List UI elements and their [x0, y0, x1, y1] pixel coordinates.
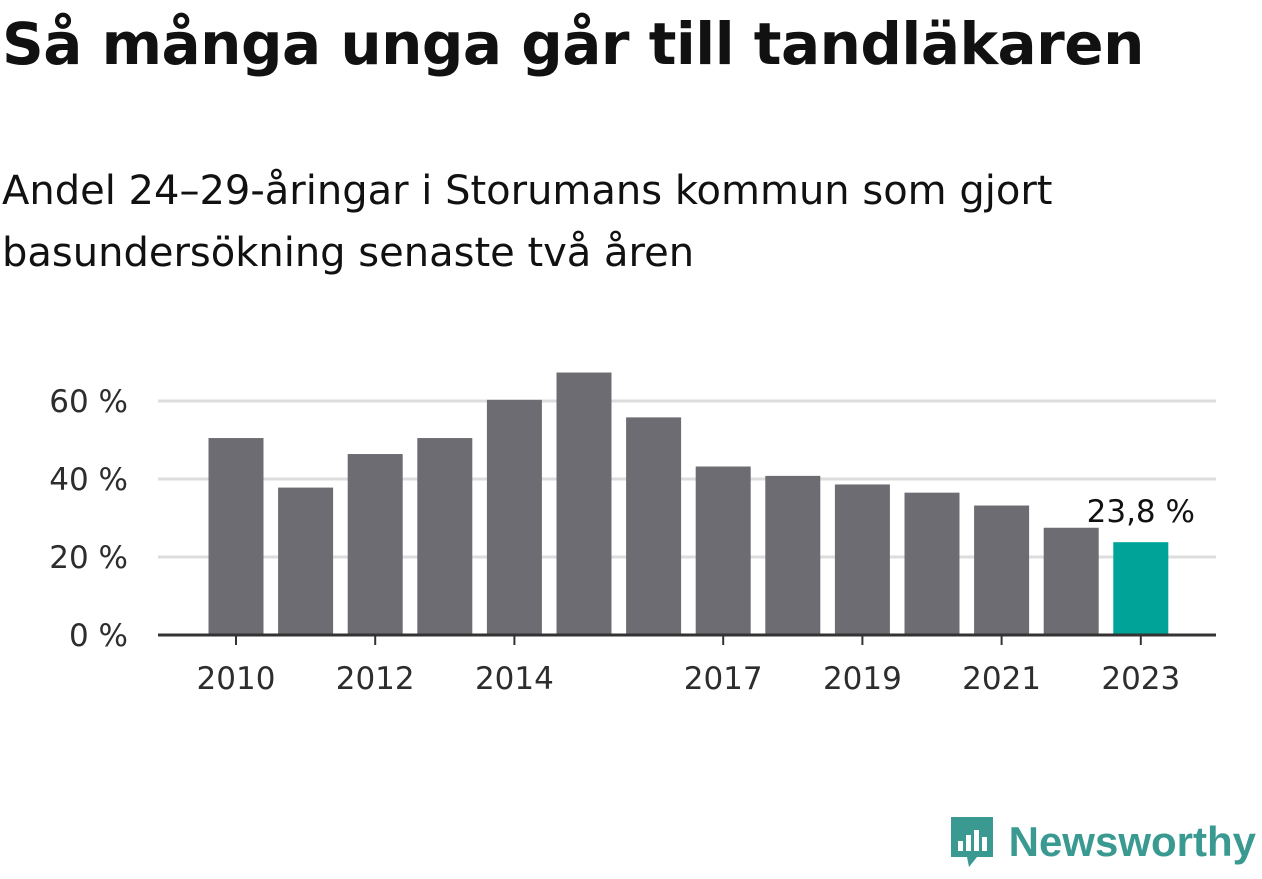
x-tick-label: 2014: [475, 661, 554, 697]
bar: [208, 438, 264, 635]
newsworthy-brand: Newsworthy: [947, 813, 1256, 871]
x-tick-label: 2021: [962, 661, 1041, 697]
bar: [834, 484, 890, 635]
chart-subtitle: Andel 24–29-åringar i Storumans kommun s…: [2, 168, 1053, 276]
x-tick-label: 2019: [823, 661, 902, 697]
x-tick-label: 2023: [1101, 661, 1180, 697]
bar: [417, 438, 473, 635]
bar: [1043, 527, 1099, 635]
bar-chart: 0 % 20 % 40 % 60 % 23,8 % 2010 2012 2014 2017 201…: [49, 372, 1216, 697]
y-tick-label: 40 %: [49, 462, 128, 498]
y-tick-label: 0 %: [69, 618, 128, 654]
chart-title: Så många unga går till tandläkaren: [2, 10, 1144, 78]
brand-name: Newsworthy: [1008, 818, 1256, 865]
bar: [347, 454, 403, 635]
y-tick-label: 20 %: [49, 540, 128, 576]
bar: [765, 475, 821, 635]
bar: [695, 466, 751, 635]
bar: [278, 487, 334, 635]
bar-highlight: [1113, 542, 1169, 635]
bar: [974, 505, 1030, 635]
bar-value-label: 23,8 %: [1087, 494, 1195, 530]
newsworthy-logo-icon: [950, 817, 993, 867]
bar: [904, 492, 960, 635]
x-tick-label: 2010: [197, 661, 276, 697]
bar: [486, 399, 542, 635]
bar: [626, 417, 682, 635]
x-tick-label: 2017: [684, 661, 763, 697]
x-tick-label: 2012: [336, 661, 415, 697]
y-tick-label: 60 %: [49, 384, 128, 420]
bar: [556, 372, 612, 635]
